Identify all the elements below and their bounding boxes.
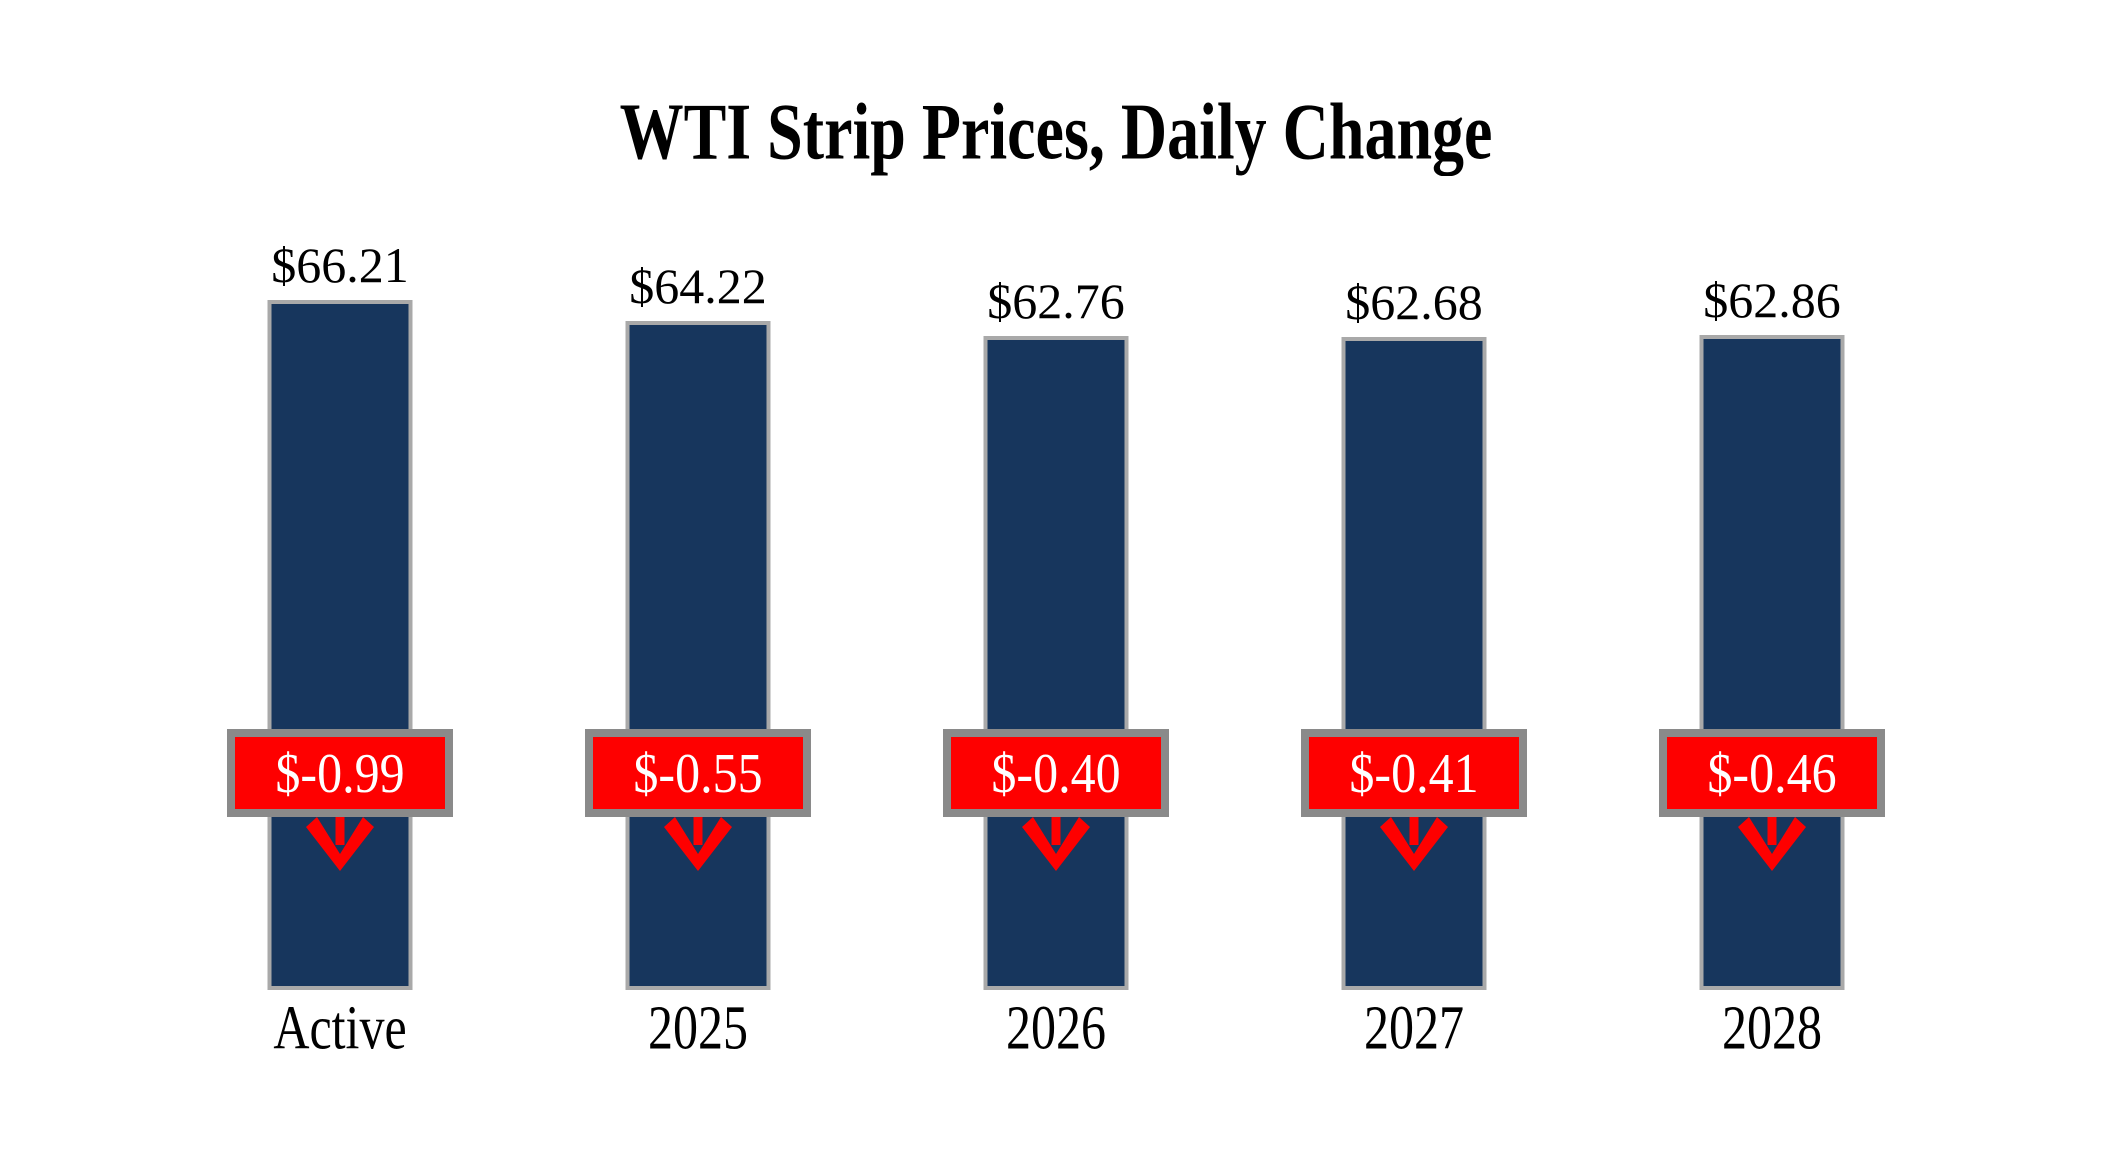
category-label: 2027 [1364, 992, 1464, 1062]
change-badge: $-0.46 [1659, 729, 1885, 817]
down-arrow-icon [1380, 814, 1448, 871]
change-label: $-0.46 [1707, 741, 1837, 805]
price-bar [983, 336, 1129, 990]
down-arrow-icon [1022, 814, 1090, 871]
price-label: $62.76 [987, 273, 1125, 329]
down-arrow-icon [1738, 814, 1806, 871]
change-badge: $-0.99 [227, 729, 453, 817]
change-label: $-0.40 [991, 741, 1121, 805]
price-label: $64.22 [629, 258, 767, 314]
change-badge: $-0.55 [585, 729, 811, 817]
price-bar [1341, 337, 1487, 990]
bar-column: $62.68 $-0.41 2027 [1235, 0, 1593, 1152]
bar-column: $62.86 $-0.46 2028 [1593, 0, 1951, 1152]
change-badge: $-0.41 [1301, 729, 1527, 817]
category-label: 2026 [1006, 992, 1106, 1062]
down-arrow-icon [664, 814, 732, 871]
price-bar [625, 321, 771, 990]
price-label: $62.86 [1703, 272, 1841, 328]
price-bar [1699, 335, 1845, 990]
category-label: 2028 [1722, 992, 1822, 1062]
price-label: $62.68 [1345, 274, 1483, 330]
change-label: $-0.41 [1349, 741, 1479, 805]
bar-column: $66.21 $-0.99 Active [161, 0, 519, 1152]
category-label: 2025 [648, 992, 748, 1062]
bar-column: $64.22 $-0.55 2025 [519, 0, 877, 1152]
chart-title: WTI Strip Prices, Daily Change [619, 87, 1493, 176]
down-arrow-icon [306, 814, 374, 871]
bar-columns: $66.21 $-0.99 Active $64.22 $-0.55 2025 … [161, 0, 1951, 1152]
change-label: $-0.55 [633, 741, 763, 805]
category-label: Active [273, 992, 407, 1062]
price-label: $66.21 [271, 237, 409, 293]
change-badge: $-0.40 [943, 729, 1169, 817]
change-label: $-0.99 [275, 741, 405, 805]
bar-column: $62.76 $-0.40 2026 [877, 0, 1235, 1152]
price-bar [267, 300, 413, 990]
